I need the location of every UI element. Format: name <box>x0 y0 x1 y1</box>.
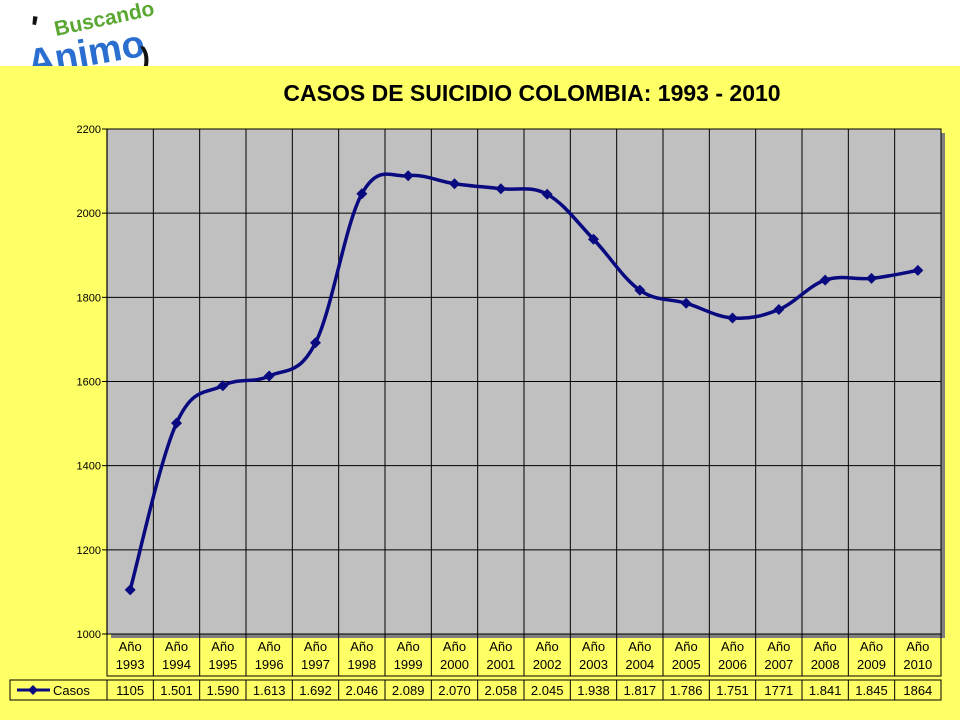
category-label-line2: 2009 <box>857 657 886 672</box>
data-point-1993 <box>124 584 136 596</box>
data-point-2001 <box>495 183 507 195</box>
y-tick-label: 1800 <box>77 292 101 304</box>
category-label-line1: Año <box>675 639 698 654</box>
data-point-1998 <box>356 188 368 200</box>
category-label-line2: 1997 <box>301 657 330 672</box>
category-label-line2: 1994 <box>162 657 191 672</box>
buscando-animo-logo: ' Buscando Animo ) <box>24 0 156 66</box>
category-label-line2: 2007 <box>764 657 793 672</box>
data-point-2006 <box>727 312 738 324</box>
category-label-line2: 2002 <box>533 657 562 672</box>
category-label-line1: Año <box>814 639 837 654</box>
category-label-line2: 1999 <box>394 657 423 672</box>
category-label-line1: Año <box>119 639 142 654</box>
data-value-label: 1771 <box>764 683 793 698</box>
y-tick-label: 1000 <box>77 629 101 641</box>
category-label-line2: 2000 <box>440 657 469 672</box>
y-tick-label: 1600 <box>77 377 101 389</box>
category-label-line1: Año <box>397 639 420 654</box>
data-value-label: 2.058 <box>485 683 518 698</box>
data-value-label: 1.841 <box>809 683 842 698</box>
data-point-2007 <box>773 304 785 316</box>
data-value-label: 1105 <box>116 683 144 698</box>
category-label-line2: 2006 <box>718 657 747 672</box>
data-point-2010 <box>912 264 924 276</box>
data-value-label: 1.786 <box>670 683 703 698</box>
chart-title: CASOS DE SUICIDIO COLOMBIA: 1993 - 2010 <box>283 80 780 106</box>
data-point-2003 <box>588 233 599 245</box>
data-point-2005 <box>680 297 692 309</box>
data-point-2002 <box>541 188 553 200</box>
category-label-line2: 2005 <box>672 657 701 672</box>
data-point-2000 <box>449 178 460 190</box>
data-point-1999 <box>402 170 414 182</box>
y-tick-label: 2000 <box>77 208 101 220</box>
data-value-label: 2.046 <box>346 683 379 698</box>
data-value-label: 1.590 <box>207 683 240 698</box>
category-label-line1: Año <box>860 639 883 654</box>
category-label-line2: 2003 <box>579 657 608 672</box>
category-label-line1: Año <box>767 639 790 654</box>
data-value-label: 1.938 <box>577 683 610 698</box>
data-value-label: 1.501 <box>160 683 193 698</box>
category-label-line2: 1996 <box>255 657 284 672</box>
category-label-line2: 2008 <box>811 657 840 672</box>
data-point-1995 <box>217 380 229 392</box>
category-label-line2: 2004 <box>625 657 654 672</box>
category-label-line2: 1993 <box>116 657 145 672</box>
legend-marker-key <box>28 685 38 695</box>
data-point-2004 <box>634 284 646 296</box>
data-value-label: 1864 <box>903 683 932 698</box>
data-value-label: 2.070 <box>438 683 471 698</box>
data-value-label: 2.089 <box>392 683 425 698</box>
y-tick-label: 2200 <box>77 124 101 136</box>
data-point-2009 <box>866 272 877 284</box>
y-tick-label: 1400 <box>77 461 101 473</box>
data-value-label: 2.045 <box>531 683 564 698</box>
category-label-line1: Año <box>350 639 373 654</box>
value-row <box>9 679 942 701</box>
category-label-line1: Año <box>211 639 234 654</box>
category-label-line2: 1998 <box>347 657 376 672</box>
category-label-line1: Año <box>906 639 929 654</box>
data-point-2008 <box>819 274 831 286</box>
category-label-line2: 2001 <box>486 657 515 672</box>
legend-series-name: Casos <box>53 683 90 698</box>
category-label-line1: Año <box>721 639 744 654</box>
data-value-label: 1.692 <box>299 683 332 698</box>
data-value-label: 1.845 <box>855 683 888 698</box>
category-label-line2: 1995 <box>208 657 237 672</box>
y-tick-label: 1200 <box>77 545 101 557</box>
category-label-line1: Año <box>582 639 605 654</box>
data-value-label: 1.817 <box>624 683 657 698</box>
category-label-line1: Año <box>489 639 512 654</box>
category-label-line2: 2010 <box>903 657 932 672</box>
data-point-1997 <box>310 337 321 349</box>
category-label-line1: Año <box>165 639 188 654</box>
data-value-label: 1.751 <box>716 683 749 698</box>
logo-paren: ) <box>140 42 150 66</box>
category-label-line1: Año <box>628 639 651 654</box>
data-point-1994 <box>171 417 182 429</box>
category-label-line1: Año <box>304 639 327 654</box>
category-label-line1: Año <box>258 639 281 654</box>
category-label-line1: Año <box>536 639 559 654</box>
category-label-line1: Año <box>443 639 466 654</box>
data-value-label: 1.613 <box>253 683 286 698</box>
data-point-1996 <box>263 370 275 382</box>
